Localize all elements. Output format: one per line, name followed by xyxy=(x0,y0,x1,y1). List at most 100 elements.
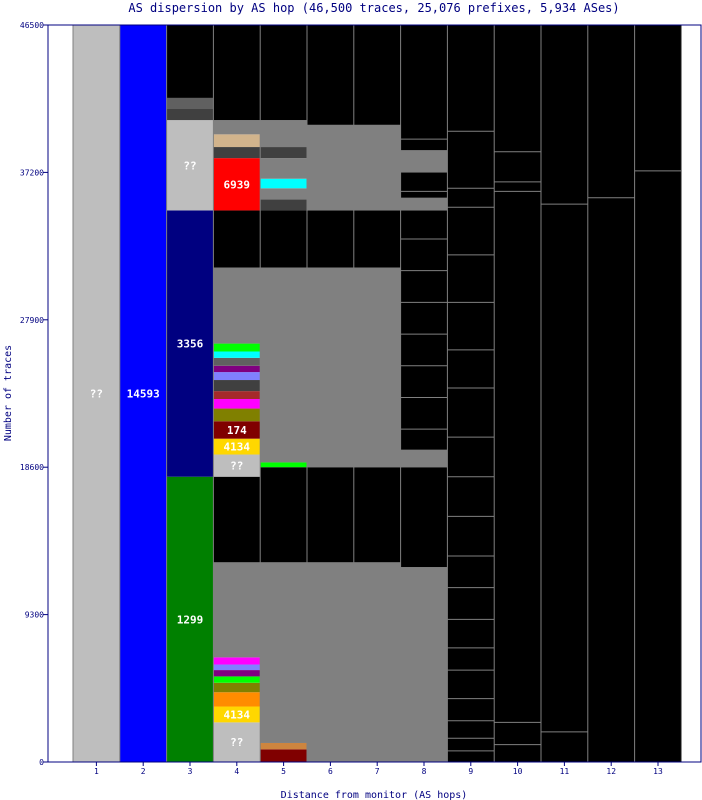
segment-hop4-8 xyxy=(213,722,261,762)
segment-hop5-42 xyxy=(260,267,307,463)
segment-hop7-61 xyxy=(353,124,401,211)
y-tick-label-2: 18600 xyxy=(20,463,44,472)
segment-hop4-14 xyxy=(213,664,261,671)
segment-hop5-45 xyxy=(260,188,307,200)
segment-hop6-51 xyxy=(307,562,354,762)
segment-hop8-68 xyxy=(400,197,448,211)
segment-label-hop3-4: ?? xyxy=(183,159,196,172)
segment-hop4-25 xyxy=(213,372,261,381)
segment-hop3-6 xyxy=(166,97,214,110)
segment-hop6-55 xyxy=(307,124,354,211)
x-tick-label-2: 2 xyxy=(141,767,146,776)
segment-hop1-0 xyxy=(73,25,120,762)
x-tick-label-5: 5 xyxy=(281,767,286,776)
segment-hop4-32 xyxy=(213,158,261,211)
segment-hop6-56 xyxy=(307,25,354,125)
segment-hop5-46 xyxy=(260,178,307,189)
x-tick-label-8: 8 xyxy=(422,767,427,776)
segment-hop8-64 xyxy=(400,467,448,568)
x-tick-label-1: 1 xyxy=(94,767,99,776)
y-axis-ticks: 0 9300 18600 27900 37200 46500 xyxy=(20,21,48,767)
segment-hop3-5 xyxy=(166,109,214,121)
segment-hop5-47 xyxy=(260,158,307,179)
thin-separator-lines xyxy=(213,130,682,752)
segment-hop6-54 xyxy=(307,210,354,268)
segment-hop5-50 xyxy=(260,25,307,121)
segment-hop12-75 xyxy=(587,25,635,762)
x-tick-label-6: 6 xyxy=(328,767,333,776)
segment-hop4-19 xyxy=(213,438,261,455)
segment-hop4-33 xyxy=(213,147,261,159)
segment-hop4-18 xyxy=(213,454,261,477)
y-tick-label-3: 27900 xyxy=(20,316,44,325)
segment-hop2-1 xyxy=(119,25,167,762)
segment-label-hop4-19: 4134 xyxy=(224,441,251,454)
x-tick-label-11: 11 xyxy=(560,767,570,776)
segment-hop4-12 xyxy=(213,676,261,683)
segment-hop5-44 xyxy=(260,199,307,211)
segment-hop3-2 xyxy=(166,476,214,762)
chart-title: AS dispersion by AS hop (46,500 traces, … xyxy=(128,1,619,15)
plot-frame xyxy=(47,24,702,763)
segment-hop4-35 xyxy=(213,120,261,135)
segment-hop4-11 xyxy=(213,682,261,693)
segment-label-hop4-32: 6939 xyxy=(224,178,251,191)
segment-label-hop2-1: 14593 xyxy=(127,388,160,401)
y-axis-label: Number of traces xyxy=(3,345,14,441)
segment-label-hop3-2: 1299 xyxy=(177,613,204,626)
segment-hop7-60 xyxy=(353,210,401,268)
segment-hop4-31 xyxy=(213,210,261,268)
segment-hop8-65 xyxy=(400,449,448,468)
segment-labels: ?? 14593 1299 3356???? 4134?? 4134 174 6939 xyxy=(90,159,251,749)
x-tick-label-13: 13 xyxy=(653,767,663,776)
segment-hop4-20 xyxy=(213,421,261,439)
x-tick-label-3: 3 xyxy=(188,767,193,776)
segment-hop4-21 xyxy=(213,408,261,422)
segment-hop3-7 xyxy=(166,25,214,98)
segment-label-hop3-3: 3356 xyxy=(177,338,204,351)
x-axis-label: Distance from monitor (AS hops) xyxy=(281,790,468,800)
x-tick-label-12: 12 xyxy=(606,767,616,776)
segment-hop7-57 xyxy=(353,562,401,762)
segment-hop4-23 xyxy=(213,391,261,400)
segment-hop4-36 xyxy=(213,25,261,121)
segment-hop4-10 xyxy=(213,692,261,707)
segment-hop4-27 xyxy=(213,357,261,366)
segment-hop7-62 xyxy=(353,25,401,125)
x-tick-label-9: 9 xyxy=(468,767,473,776)
segment-hop4-34 xyxy=(213,134,261,148)
x-tick-label-7: 7 xyxy=(375,767,380,776)
segment-hop6-53 xyxy=(307,267,354,468)
segment-hop5-37 xyxy=(260,749,307,762)
x-tick-label-10: 10 xyxy=(513,767,523,776)
segment-hop3-3 xyxy=(166,210,214,477)
segment-hop8-70 xyxy=(400,150,448,173)
x-axis-ticks: 1 2 3 4 5 6 7 8 9 10 11 12 13 xyxy=(94,762,663,776)
segment-hop4-24 xyxy=(213,380,261,392)
y-tick-label-4: 37200 xyxy=(20,168,44,177)
segment-hop4-17 xyxy=(213,476,261,563)
segment-hop4-29 xyxy=(213,343,261,352)
segment-label-hop4-18: ?? xyxy=(230,460,243,473)
segment-hop5-40 xyxy=(260,467,307,563)
segment-hop4-9 xyxy=(213,706,261,723)
segment-hop5-48 xyxy=(260,147,307,159)
segment-hop4-26 xyxy=(213,365,261,373)
segment-hop5-41 xyxy=(260,462,307,468)
segment-hop13-76 xyxy=(634,25,682,762)
segment-hop4-15 xyxy=(213,657,261,665)
stacked-segments xyxy=(73,25,682,762)
segment-hop6-52 xyxy=(307,467,354,563)
segment-hop8-66 xyxy=(400,267,448,450)
segment-hop8-69 xyxy=(400,172,448,198)
segment-hop5-49 xyxy=(260,120,307,148)
segment-hop3-4 xyxy=(166,120,214,211)
segment-hop9-72 xyxy=(447,25,495,762)
segment-hop5-43 xyxy=(260,210,307,268)
column-dividers xyxy=(72,25,682,762)
y-tick-label-0: 0 xyxy=(39,758,44,767)
segment-label-hop4-9: 4134 xyxy=(224,708,251,721)
segment-label-hop1-0: ?? xyxy=(90,388,103,401)
x-tick-label-4: 4 xyxy=(234,767,239,776)
